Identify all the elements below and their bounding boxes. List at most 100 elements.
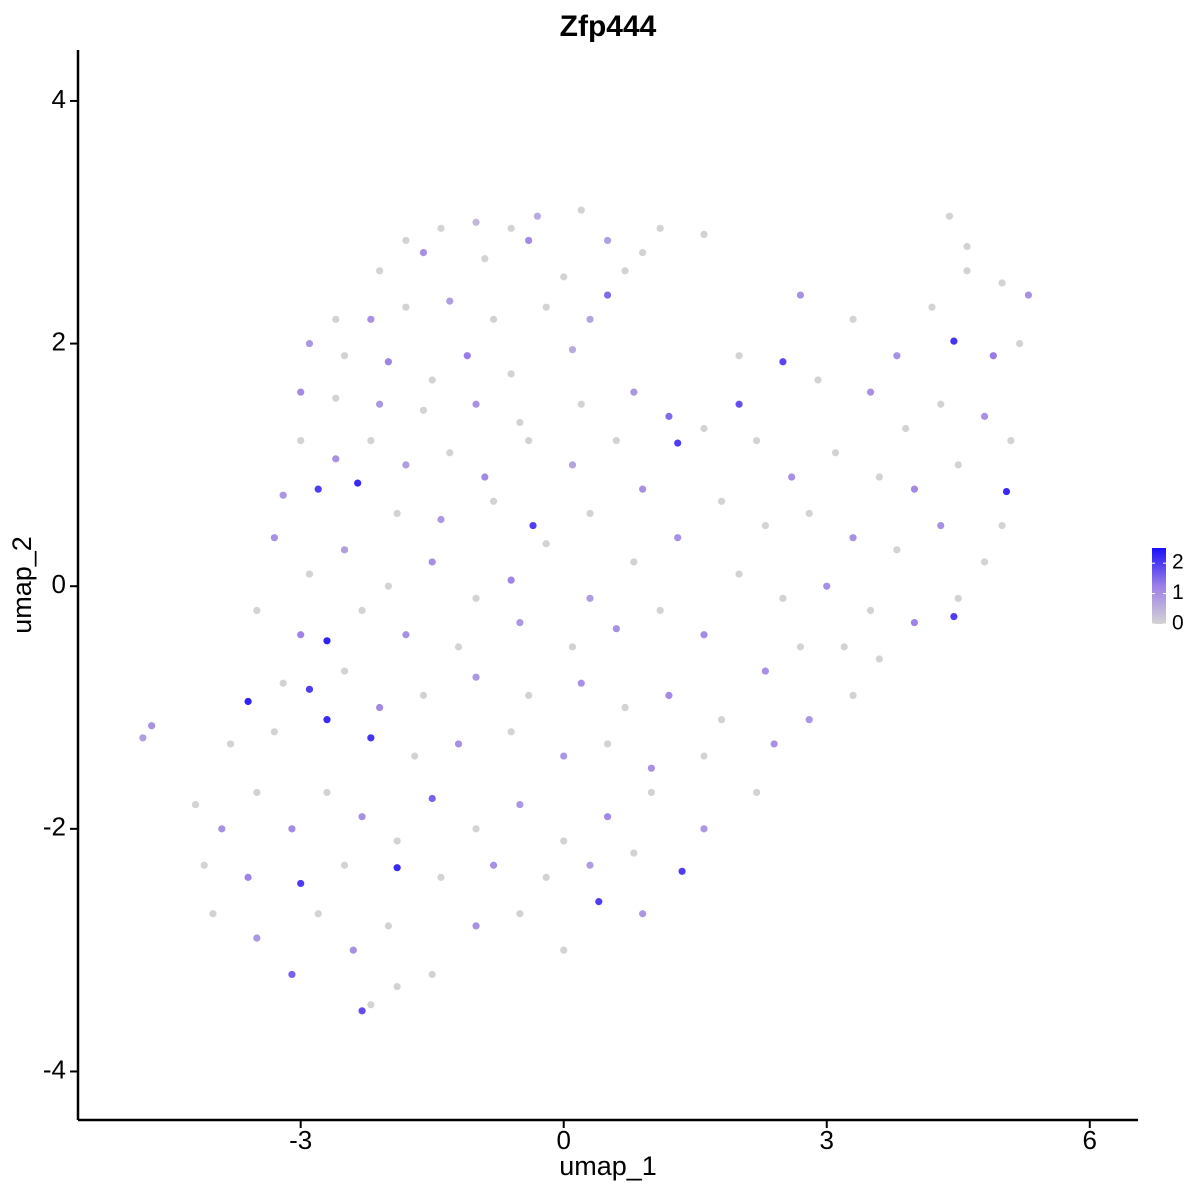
- cell-point: [402, 303, 410, 311]
- chart-title: Zfp444: [560, 10, 657, 43]
- cell-point: [849, 534, 857, 542]
- cell-point: [279, 491, 287, 499]
- cell-point: [323, 788, 331, 797]
- cell-point: [533, 212, 542, 220]
- cell-point: [630, 558, 638, 566]
- cell-point: [384, 358, 392, 366]
- cell-point: [367, 315, 375, 323]
- cell-point: [568, 346, 577, 354]
- cell-point: [840, 643, 848, 651]
- cell-point: [516, 619, 524, 627]
- cell-point: [603, 813, 612, 821]
- cell-point: [305, 685, 314, 693]
- y-tick-label: 4: [52, 84, 66, 114]
- cell-point: [866, 606, 875, 615]
- cell-point: [244, 697, 252, 706]
- cell-point: [209, 910, 217, 918]
- cell-point: [226, 740, 235, 748]
- cell-point: [297, 388, 305, 396]
- cell-point: [279, 679, 287, 687]
- cell-point: [586, 594, 594, 602]
- cell-point: [950, 337, 958, 345]
- cell-point: [305, 339, 314, 348]
- cell-point: [305, 570, 314, 578]
- x-tick-label: -3: [289, 1125, 312, 1155]
- cell-point: [560, 273, 568, 281]
- cell-point: [1007, 437, 1015, 445]
- cell-point: [875, 473, 883, 481]
- cell-point: [910, 619, 919, 627]
- cell-point: [516, 800, 524, 809]
- cell-point: [218, 825, 226, 833]
- cell-point: [384, 922, 392, 930]
- cell-point: [402, 461, 410, 469]
- cell-point: [963, 242, 971, 251]
- cell-point: [489, 861, 498, 869]
- cell-point: [323, 716, 331, 724]
- cell-point: [437, 224, 445, 232]
- cell-point: [560, 752, 568, 760]
- cell-point: [700, 752, 708, 760]
- cell-point: [678, 867, 686, 875]
- cell-point: [314, 485, 322, 493]
- cell-point: [354, 479, 362, 487]
- cell-point: [428, 970, 436, 979]
- cell-point: [875, 655, 883, 663]
- cell-point: [796, 643, 805, 651]
- cell-point: [700, 424, 708, 433]
- cell-point: [595, 898, 603, 906]
- cell-point: [639, 485, 647, 493]
- cell-point: [340, 861, 349, 869]
- cell-point: [630, 849, 638, 857]
- y-tick-label: -2: [43, 812, 66, 842]
- cell-point: [253, 934, 261, 942]
- cell-point: [805, 509, 813, 518]
- cell-point: [779, 358, 787, 366]
- cell-point: [980, 558, 989, 566]
- cell-point: [472, 400, 480, 408]
- cell-point: [542, 873, 550, 881]
- cell-point: [507, 370, 515, 378]
- cell-point: [139, 734, 147, 742]
- cell-point: [472, 922, 480, 930]
- cell-point: [560, 837, 568, 845]
- cell-point: [454, 740, 463, 748]
- cell-point: [393, 864, 401, 872]
- cell-point: [1016, 339, 1024, 348]
- cell-point: [542, 303, 550, 311]
- cell-point: [893, 352, 901, 360]
- cell-point: [332, 394, 340, 402]
- cell-point: [954, 461, 962, 469]
- cell-point: [288, 825, 296, 833]
- cell-point: [770, 740, 778, 748]
- cell-point: [340, 352, 349, 360]
- cell-point: [419, 691, 428, 699]
- cell-point: [402, 631, 410, 639]
- cell-point: [253, 788, 261, 797]
- cell-point: [665, 691, 673, 699]
- cell-point: [525, 691, 533, 699]
- cell-point: [297, 879, 305, 888]
- cell-point: [761, 521, 769, 530]
- cell-point: [603, 236, 612, 245]
- cell-point: [717, 497, 726, 505]
- cell-point: [384, 582, 392, 590]
- cell-point: [367, 1001, 375, 1009]
- cell-point: [507, 576, 515, 584]
- cell-point: [428, 376, 436, 384]
- cell-point: [796, 291, 805, 299]
- cell-point: [866, 388, 875, 396]
- cell-point: [244, 873, 252, 881]
- cell-point: [823, 582, 831, 590]
- cell-point: [700, 825, 708, 833]
- cell-point: [612, 625, 620, 633]
- cell-point: [621, 703, 629, 712]
- cell-point: [288, 970, 296, 979]
- x-axis-label: umap_1: [559, 1151, 657, 1181]
- cell-point: [674, 439, 682, 447]
- cell-point: [647, 788, 655, 797]
- cell-point: [603, 740, 612, 748]
- cell-point: [349, 946, 357, 954]
- cell-point: [376, 400, 384, 408]
